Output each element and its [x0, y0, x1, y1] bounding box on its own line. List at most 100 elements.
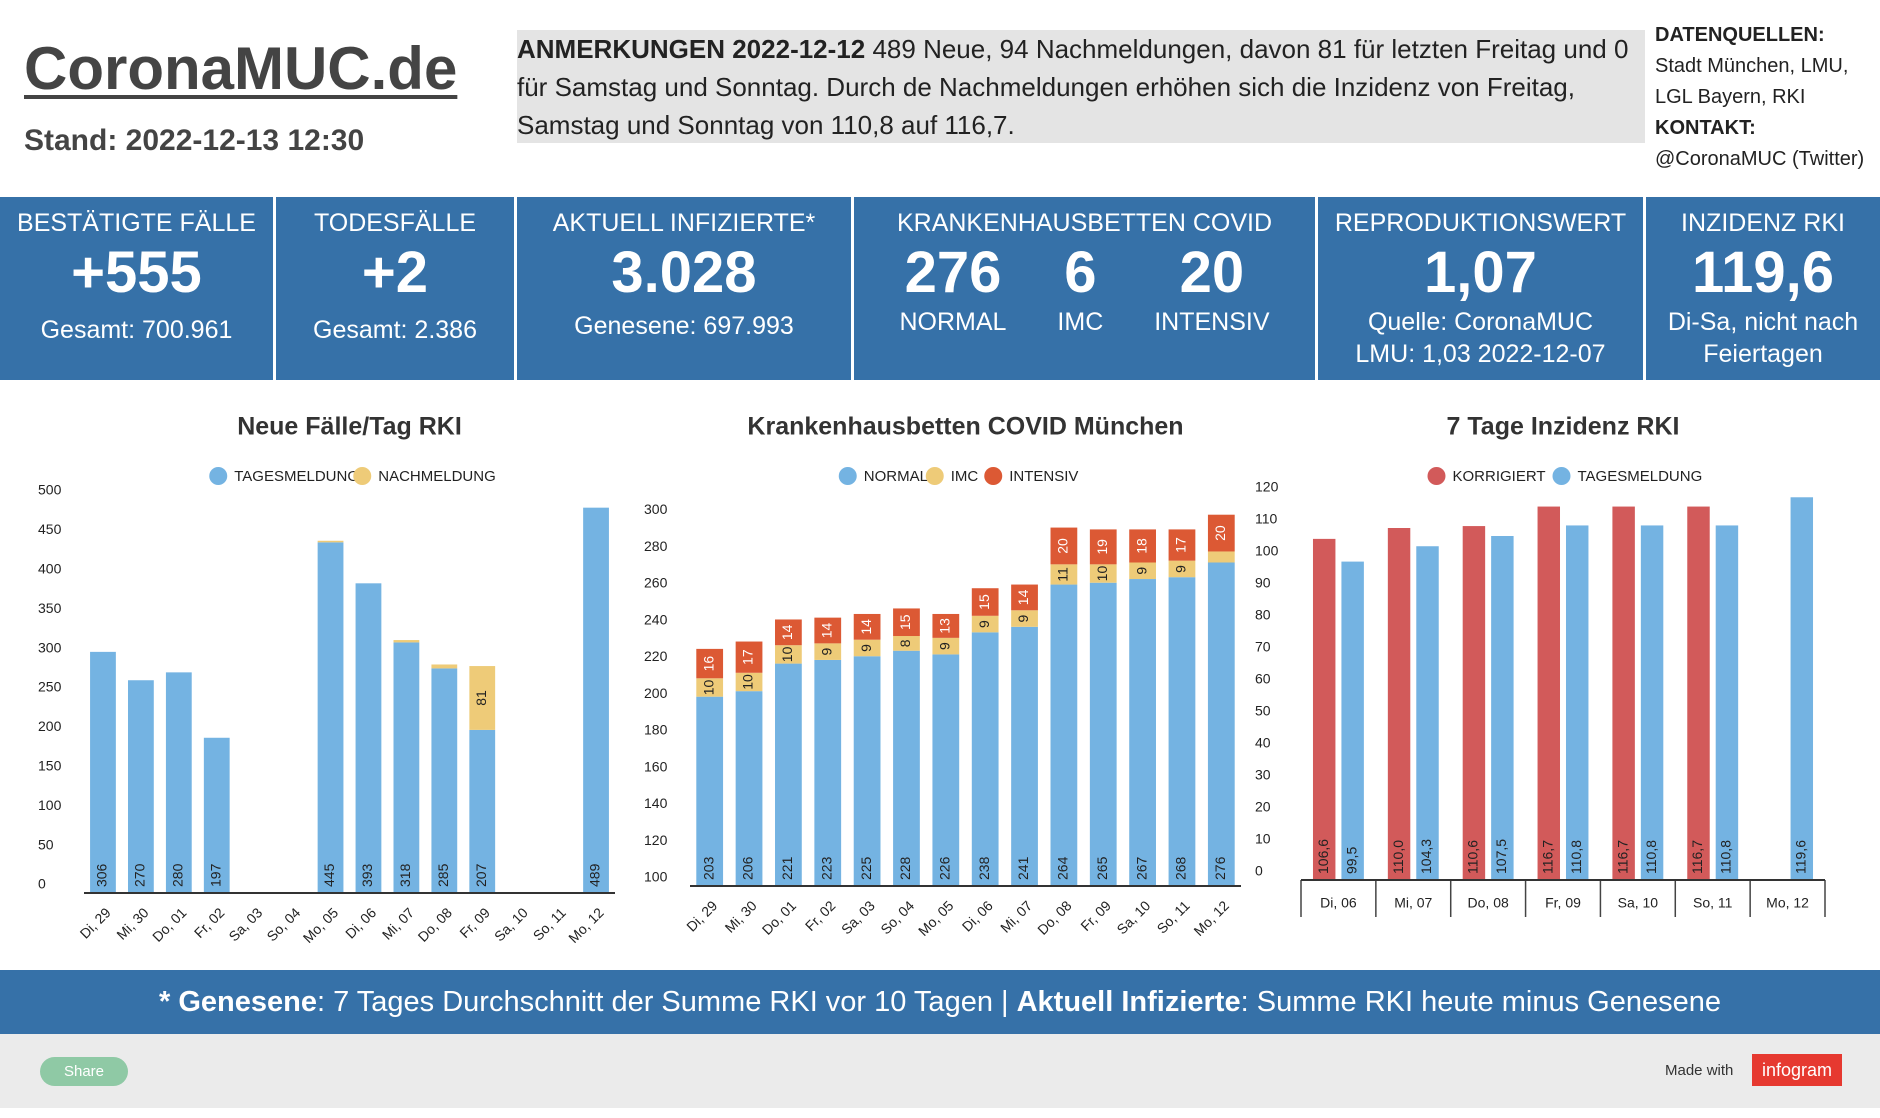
bar: [469, 729, 496, 893]
value-label: 9: [1133, 567, 1149, 575]
legend-label: IMC: [951, 468, 979, 485]
y-tick-label: 100: [1255, 543, 1279, 559]
bar: [431, 664, 458, 669]
value-label: 17: [740, 649, 756, 665]
brand[interactable]: infogram: [1752, 1054, 1842, 1086]
share-button[interactable]: Share: [40, 1057, 128, 1086]
bar: [1387, 528, 1411, 880]
made-with: Made with: [1665, 1062, 1734, 1079]
kpi-sub: NORMAL: [899, 308, 1007, 336]
x-tick-label: Mi, 07: [1394, 895, 1432, 911]
y-tick-label: 100: [644, 869, 668, 885]
bar: [932, 637, 960, 655]
value-label: 9: [937, 642, 953, 650]
x-tick-label: Mi, 07: [997, 897, 1035, 935]
value-label: 9: [818, 648, 834, 656]
bar: [1050, 564, 1078, 585]
value-label: 268: [1173, 856, 1189, 880]
notes: ANMERKUNGEN 2022-12-12 489 Neue, 94 Nach…: [517, 30, 1645, 143]
x-tick-label: Sa, 10: [491, 904, 531, 944]
y-tick-label: 200: [644, 685, 668, 701]
kpi: TODESFÄLLE +2 Gesamt: 2.386: [273, 197, 514, 380]
value-label: 9: [976, 620, 992, 628]
x-tick-label: Di, 06: [1320, 895, 1357, 911]
bar: [893, 608, 920, 637]
bar: [90, 651, 116, 893]
bar: [893, 650, 920, 886]
value-label: 20: [1055, 538, 1071, 554]
value-label: 318: [397, 863, 413, 887]
value-label: 19: [1094, 539, 1110, 555]
value-label: 241: [1015, 856, 1031, 880]
legend-label: INTENSIV: [1009, 468, 1078, 485]
bar: [735, 672, 763, 692]
bottom-bar: Share Made with infogram: [0, 1034, 1880, 1108]
x-tick-label: Di, 06: [342, 904, 379, 941]
value-label: 116,7: [1614, 840, 1630, 874]
bar: [1462, 526, 1486, 880]
value-label: 110,0: [1390, 840, 1406, 874]
x-tick-label: Mo, 05: [300, 904, 342, 946]
bar: [431, 668, 458, 893]
kpi-value: 119,6: [1692, 240, 1834, 305]
bar: [203, 737, 230, 893]
bar: [1207, 551, 1235, 563]
legend-label: NACHMELDUNG: [378, 468, 496, 485]
kpi-label: INZIDENZ RKI: [1681, 209, 1845, 237]
kpi-label: AKTUELL INFIZIERTE*: [552, 209, 816, 237]
stand: Stand: 2022-12-13 12:30: [24, 124, 365, 157]
x-tick-label: Sa, 10: [1618, 895, 1659, 911]
y-tick-label: 200: [38, 718, 62, 734]
value-label: 225: [858, 856, 874, 880]
y-tick-label: 250: [38, 679, 62, 695]
x-tick-label: So, 11: [1154, 897, 1193, 936]
value-label: 14: [818, 623, 834, 639]
value-label: 206: [740, 856, 756, 880]
y-tick-label: 140: [644, 795, 668, 811]
value-label: 306: [94, 863, 110, 887]
contact: @CoronaMUC (Twitter): [1655, 148, 1865, 170]
kpi: AKTUELL INFIZIERTE* 3.028 Genesene: 697.…: [514, 197, 851, 380]
value-label: 110,8: [1718, 840, 1734, 874]
bar: [814, 643, 842, 660]
kpi-value: 20: [1179, 240, 1245, 305]
legend-marker: [1427, 467, 1446, 485]
site-title: CoronaMUC.de: [24, 35, 458, 102]
value-label: 265: [1094, 856, 1110, 880]
y-tick-label: 50: [1255, 703, 1271, 719]
kpi-sub: LMU: 1,03 2022-12-07: [1355, 340, 1606, 368]
value-label: 8: [897, 639, 913, 647]
kpi-sub: INTENSIV: [1154, 308, 1270, 336]
notes-label: ANMERKUNGEN 2022-12-12: [517, 34, 866, 64]
value-label: 81: [473, 690, 489, 706]
kpi-value: +555: [71, 240, 202, 305]
x-tick-label: Fr, 02: [191, 904, 228, 941]
kpi-sub: Genesene: 697.993: [574, 312, 794, 340]
legend-marker: [984, 467, 1003, 485]
kpi-value: 276: [904, 240, 1002, 305]
y-tick-label: 50: [38, 836, 54, 852]
y-tick-label: 120: [644, 832, 668, 848]
bar: [735, 691, 763, 886]
bar: [1537, 506, 1561, 880]
value-label: 110,8: [1568, 840, 1584, 874]
x-tick-label: Do, 08: [1034, 897, 1075, 938]
y-tick-label: 0: [1255, 863, 1263, 879]
y-tick-label: 40: [1255, 735, 1271, 751]
y-tick-label: 90: [1255, 575, 1271, 591]
bar: [1089, 529, 1117, 565]
y-tick-label: 100: [38, 797, 62, 813]
x-tick-label: Do, 01: [149, 904, 190, 945]
legend-label: KORRIGIERT: [1453, 468, 1546, 485]
bar: [775, 645, 802, 664]
value-label: 228: [897, 856, 913, 880]
x-tick-label: Mi, 30: [113, 904, 151, 942]
bar: [1011, 610, 1038, 627]
y-tick-label: 500: [38, 482, 62, 498]
value-label: 197: [207, 863, 223, 887]
bar: [1416, 546, 1439, 880]
y-tick-label: 350: [38, 600, 62, 616]
bar: [317, 540, 344, 543]
bar: [1715, 525, 1739, 880]
